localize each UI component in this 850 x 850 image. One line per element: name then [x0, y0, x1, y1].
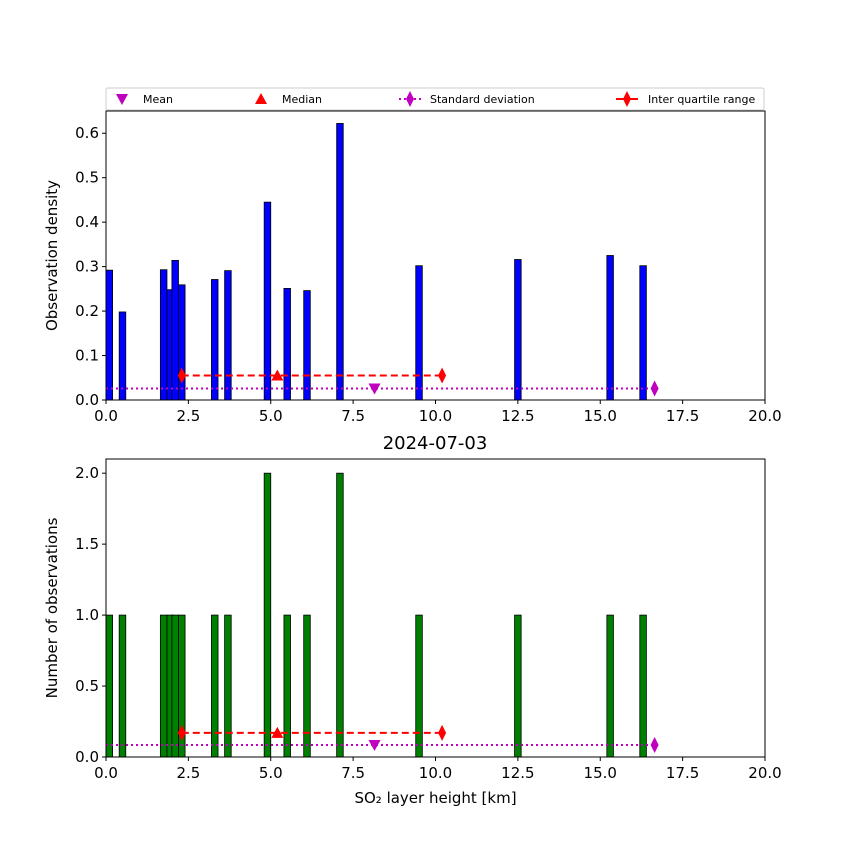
bar: [514, 614, 522, 758]
axes-frame: [105, 110, 766, 401]
median-marker: [271, 369, 284, 381]
bar: [159, 269, 168, 401]
x-tick-label: 5.0: [259, 764, 283, 782]
bar: [639, 614, 647, 758]
bar: [283, 288, 291, 401]
legend-median-label: Median: [282, 93, 322, 106]
y-tick-label: 1.5: [75, 535, 99, 553]
bar: [118, 614, 127, 758]
x-tick-label: 0.0: [94, 764, 118, 782]
y-tick-label: 0.5: [75, 169, 99, 187]
legend-iqr-label: Inter quartile range: [648, 93, 755, 106]
bar: [336, 123, 344, 401]
y-tick-label: 0.5: [75, 677, 99, 695]
bottom-chart-title: 2024-07-03: [383, 433, 488, 454]
legend-item-iqr: Inter quartile range: [616, 91, 755, 107]
median-marker: [271, 726, 284, 738]
legend-std-label: Standard deviation: [430, 93, 535, 106]
legend-item-std: Standard deviation: [399, 91, 535, 107]
x-tick-label: 2.5: [176, 407, 200, 425]
y-tick-label: 0.6: [75, 124, 99, 142]
density-chart: 0.0 2.5 5.0 7.5 10.0 12.5 15.0 17.5 20.0 0.0 0.1 0.…: [43, 110, 782, 425]
bar: [105, 614, 113, 758]
bar: [283, 614, 291, 758]
x-tick-label: 2.5: [176, 764, 200, 782]
bar: [514, 259, 522, 401]
axes-frame: [105, 458, 766, 758]
legend-item-median: Median: [255, 93, 322, 106]
bar: [105, 269, 113, 401]
bar: [159, 614, 168, 758]
legend-mean-label: Mean: [143, 93, 173, 106]
bar: [639, 265, 647, 401]
x-tick-label: 5.0: [259, 407, 283, 425]
y-tick-label: 0.0: [75, 391, 99, 409]
mean-marker: [368, 739, 381, 751]
y-tick-label: 0.1: [75, 347, 99, 365]
bar: [336, 472, 344, 758]
bar: [224, 270, 232, 401]
x-tick-label: 20.0: [748, 764, 781, 782]
x-axis-label: SO₂ layer height [km]: [354, 789, 516, 807]
y-tick-label: 0.0: [75, 748, 99, 766]
iqr-marker: [438, 367, 447, 384]
x-tick-label: 15.0: [584, 764, 617, 782]
legend-std-marker: [406, 91, 414, 107]
count-chart: 0.0 2.5 5.0 7.5 10.0 12.5 15.0 17.5 20.0 0.0 0.5 1.…: [43, 458, 782, 807]
bar: [171, 614, 179, 758]
bar: [211, 614, 219, 758]
iqr-marker: [177, 367, 186, 384]
mean-marker: [368, 383, 381, 395]
x-tick-label: 10.0: [419, 407, 452, 425]
bar: [263, 472, 272, 758]
x-tick-label: 12.5: [501, 764, 534, 782]
bar: [118, 311, 127, 401]
bar: [171, 259, 179, 401]
bar: [303, 290, 311, 401]
x-tick-label: 10.0: [419, 764, 452, 782]
std-marker: [650, 736, 659, 753]
bar: [224, 614, 232, 758]
y-axis-label: Observation density: [43, 180, 61, 331]
legend-mean-marker: [116, 94, 128, 105]
bar: [211, 279, 219, 401]
x-tick-label: 7.5: [341, 764, 365, 782]
y-tick-label: 2.0: [75, 464, 99, 482]
legend-frame: [105, 87, 765, 111]
bar: [263, 201, 272, 401]
iqr-marker: [438, 724, 447, 741]
x-tick-label: 0.0: [94, 407, 118, 425]
bar: [415, 265, 423, 401]
y-tick-label: 0.3: [75, 258, 99, 276]
x-tick-label: 7.5: [341, 407, 365, 425]
legend-median-marker: [255, 93, 267, 104]
bar: [606, 614, 614, 758]
y-axis-label: Number of observations: [43, 517, 61, 698]
y-tick-label: 0.2: [75, 302, 99, 320]
legend: Mean Median Standard deviation Inter qua…: [105, 87, 765, 111]
y-tick-label: 1.0: [75, 606, 99, 624]
bar: [606, 255, 614, 401]
std-marker: [650, 380, 659, 397]
legend-iqr-marker: [623, 91, 631, 107]
x-tick-label: 15.0: [584, 407, 617, 425]
x-tick-label: 20.0: [748, 407, 781, 425]
x-tick-label: 17.5: [666, 407, 699, 425]
x-tick-label: 12.5: [501, 407, 534, 425]
y-tick-label: 0.4: [75, 213, 99, 231]
legend-item-mean: Mean: [116, 93, 173, 106]
iqr-marker: [177, 724, 186, 741]
bar: [415, 614, 423, 758]
x-tick-label: 17.5: [666, 764, 699, 782]
bar: [303, 614, 311, 758]
